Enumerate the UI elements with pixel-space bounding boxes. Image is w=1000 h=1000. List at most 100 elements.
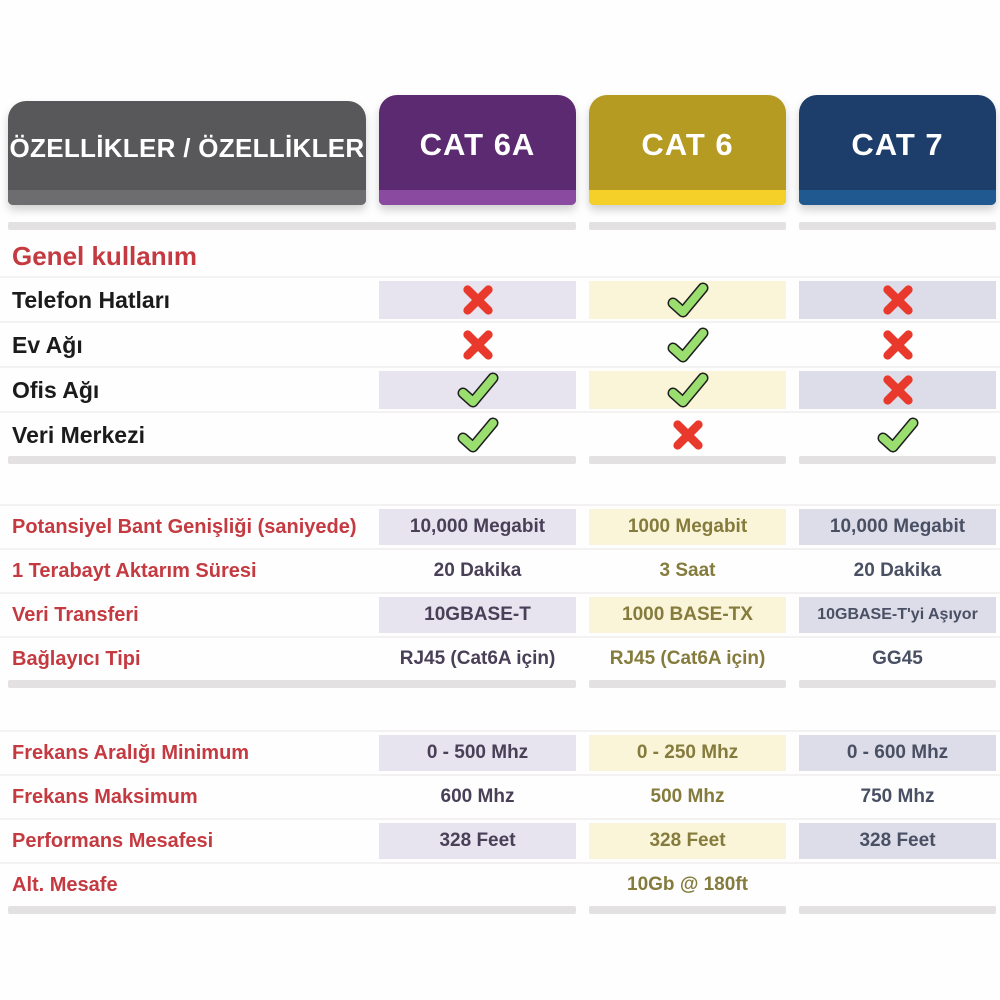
value-cell-cat7: 328 Feet bbox=[799, 820, 996, 862]
check-icon bbox=[667, 282, 708, 318]
value-cell-cat6a bbox=[379, 413, 576, 457]
value-cell-cat7: GG45 bbox=[799, 638, 996, 680]
header-card-strip bbox=[589, 190, 786, 205]
cell-content: 10GBASE-T bbox=[379, 597, 576, 633]
section-rows: Frekans Aralığı Minimum 0 - 500 Mhz 0 - 25… bbox=[0, 730, 1000, 906]
value-cell-cat7: 10GBASE-T'yi Aşıyor bbox=[799, 594, 996, 636]
value-cell-cat7: 750 Mhz bbox=[799, 776, 996, 818]
separator-segment bbox=[799, 456, 996, 464]
separator-segment bbox=[8, 222, 576, 230]
cell-content: 500 Mhz bbox=[650, 785, 725, 807]
separator-segment bbox=[799, 680, 996, 688]
row-label: Telefon Hatları bbox=[12, 286, 171, 313]
header-card-features: ÖZELLİKLER / ÖZELLİKLER bbox=[8, 101, 366, 205]
cell-content bbox=[799, 281, 996, 319]
cell-content bbox=[379, 371, 576, 409]
cell-content bbox=[799, 326, 996, 364]
table-row: Veri Merkezi bbox=[0, 411, 1000, 456]
cell-content: 10Gb @ 180ft bbox=[627, 873, 748, 895]
header-card-cat6a: CAT 6A bbox=[379, 95, 576, 205]
value-cell-cat7 bbox=[799, 323, 996, 367]
cross-icon bbox=[462, 285, 493, 315]
cell-content bbox=[379, 867, 576, 903]
cell-content bbox=[589, 326, 786, 364]
cell-content bbox=[379, 416, 576, 454]
separator-segment bbox=[589, 456, 786, 464]
header-card-strip bbox=[8, 190, 366, 205]
cross-icon bbox=[672, 420, 703, 450]
cat6-header-label: CAT 6 bbox=[641, 127, 734, 162]
section-separator bbox=[0, 222, 1000, 230]
table-row: 1 Terabayt Aktarım Süresi 20 Dakika 3 Saat… bbox=[0, 548, 1000, 592]
separator-segment bbox=[8, 906, 576, 914]
section-rows: Potansiyel Bant Genişliği (saniyede) 10,0… bbox=[0, 504, 1000, 680]
cell-content: 20 Dakika bbox=[433, 559, 522, 581]
header-card-strip bbox=[799, 190, 996, 205]
value-cell-cat6: 500 Mhz bbox=[589, 776, 786, 818]
separator-segment bbox=[799, 222, 996, 230]
cell-content: GG45 bbox=[872, 647, 923, 669]
value-cell-cat6a: 10GBASE-T bbox=[379, 594, 576, 636]
cell-content: 1000 Megabit bbox=[589, 509, 786, 545]
separator-segment bbox=[8, 680, 576, 688]
separator-segment bbox=[589, 222, 786, 230]
value-cell-cat6a: 600 Mhz bbox=[379, 776, 576, 818]
value-cell-cat6a: 0 - 500 Mhz bbox=[379, 732, 576, 774]
value-cell-cat7 bbox=[799, 278, 996, 322]
table-row: Alt. Mesafe 10Gb @ 180ft bbox=[0, 862, 1000, 906]
row-label: Veri Transferi bbox=[12, 603, 139, 626]
row-label: Potansiyel Bant Genişliği (saniyede) bbox=[12, 515, 357, 538]
row-label: Frekans Aralığı Minimum bbox=[12, 741, 250, 764]
value-cell-cat6: 1000 BASE-TX bbox=[589, 594, 786, 636]
value-cell-cat7: 20 Dakika bbox=[799, 550, 996, 592]
features-header-label: ÖZELLİKLER / ÖZELLİKLER bbox=[9, 132, 365, 163]
section-frequency-specs: Frekans Aralığı Minimum 0 - 500 Mhz 0 - 25… bbox=[0, 730, 1000, 906]
check-icon bbox=[877, 417, 918, 453]
value-cell-cat6: RJ45 (Cat6A için) bbox=[589, 638, 786, 680]
separator-segment bbox=[799, 906, 996, 914]
separator-segment bbox=[589, 680, 786, 688]
value-cell-cat6a: 20 Dakika bbox=[379, 550, 576, 592]
cell-content: 10,000 Megabit bbox=[379, 509, 576, 545]
section-general-usage: Genel kullanım Telefon Hatları Ev Ağı Ofis… bbox=[0, 236, 1000, 456]
row-label: Veri Merkezi bbox=[12, 421, 145, 448]
cell-content bbox=[589, 281, 786, 319]
table-row: Frekans Aralığı Minimum 0 - 500 Mhz 0 - 25… bbox=[0, 730, 1000, 774]
cell-content: 10GBASE-T'yi Aşıyor bbox=[799, 597, 996, 633]
value-cell-cat7 bbox=[799, 368, 996, 412]
separator-segment bbox=[8, 456, 576, 464]
value-cell-cat6a bbox=[379, 864, 576, 906]
value-cell-cat6: 0 - 250 Mhz bbox=[589, 732, 786, 774]
cell-content: RJ45 (Cat6A için) bbox=[399, 647, 556, 669]
table-row: Telefon Hatları bbox=[0, 276, 1000, 321]
row-label: 1 Terabayt Aktarım Süresi bbox=[12, 559, 257, 582]
table-row: Ev Ağı bbox=[0, 321, 1000, 366]
header-card-strip bbox=[379, 190, 576, 205]
cell-content: 328 Feet bbox=[379, 823, 576, 859]
value-cell-cat6 bbox=[589, 323, 786, 367]
row-label: Performans Mesafesi bbox=[12, 829, 214, 852]
cell-content bbox=[799, 416, 996, 454]
cat7-header-label: CAT 7 bbox=[851, 127, 944, 162]
table-header: ÖZELLİKLER / ÖZELLİKLER CAT 6A CAT 6 CAT… bbox=[0, 95, 1000, 205]
value-cell-cat6 bbox=[589, 413, 786, 457]
value-cell-cat6: 3 Saat bbox=[589, 550, 786, 592]
cell-content bbox=[799, 371, 996, 409]
section-bandwidth-specs: Potansiyel Bant Genişliği (saniyede) 10,0… bbox=[0, 504, 1000, 680]
cross-icon bbox=[882, 375, 913, 405]
check-icon bbox=[667, 372, 708, 408]
cat6a-header-label: CAT 6A bbox=[419, 127, 536, 162]
section-rows: Telefon Hatları Ev Ağı Ofis Ağı Veri Merkez… bbox=[0, 276, 1000, 456]
row-label: Ofis Ağı bbox=[12, 376, 100, 403]
section-separator bbox=[0, 456, 1000, 464]
cell-content: 20 Dakika bbox=[853, 559, 942, 581]
check-icon bbox=[667, 327, 708, 363]
section-separator bbox=[0, 906, 1000, 914]
cell-content bbox=[589, 371, 786, 409]
cell-content: 600 Mhz bbox=[440, 785, 515, 807]
row-label: Ev Ağı bbox=[12, 331, 83, 358]
cell-content: 3 Saat bbox=[659, 559, 716, 581]
cross-icon bbox=[882, 330, 913, 360]
value-cell-cat6a bbox=[379, 278, 576, 322]
separator-segment bbox=[589, 906, 786, 914]
